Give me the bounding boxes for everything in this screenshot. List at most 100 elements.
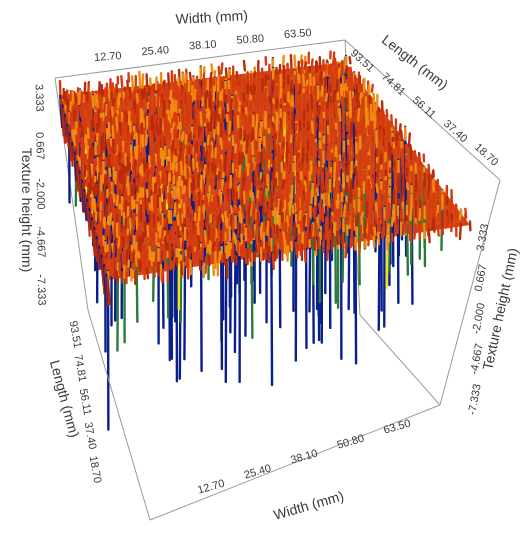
surface-strand (414, 223, 418, 233)
surface-strand (206, 122, 210, 133)
surface-strand (226, 95, 230, 106)
surface-strand (390, 216, 394, 227)
surface-strand (243, 172, 247, 187)
surface-strand (315, 222, 319, 238)
surface-strand (418, 207, 422, 222)
surface-strand (164, 88, 168, 99)
surface-strand (133, 159, 137, 169)
surface-strand (141, 197, 145, 208)
surface-strand (228, 188, 232, 207)
surface-strand (290, 240, 294, 252)
surface-strand (136, 192, 140, 202)
surface-strand (298, 210, 302, 222)
surface-strand (248, 165, 252, 183)
surface-strand (149, 142, 153, 159)
surface-strand (335, 79, 339, 95)
surface-strand (293, 132, 298, 149)
surface-strand (232, 116, 236, 131)
surface-strand (184, 256, 188, 266)
surface-strand (407, 132, 412, 148)
surface-strand (154, 153, 158, 167)
surface-strand (282, 117, 286, 130)
surface-strand (241, 207, 245, 219)
surface-strand (292, 225, 296, 240)
surface-strand (349, 160, 354, 179)
surface-strand (170, 139, 175, 154)
surface-strand (197, 235, 201, 254)
surface-strand (313, 163, 317, 174)
surface-strand (121, 122, 125, 137)
surface-strand (345, 65, 349, 75)
surface-strand (332, 89, 336, 104)
surface-strand (209, 72, 213, 89)
surface-strand (122, 202, 126, 213)
surface-strand (97, 221, 102, 240)
surface-strand (206, 213, 210, 231)
surface-strand (160, 93, 164, 105)
surface-strand (342, 204, 347, 219)
surface-strand (255, 197, 260, 209)
surface-strand (359, 84, 363, 94)
surface-strand (223, 133, 227, 149)
surface-strand (132, 212, 136, 231)
surface-strand (180, 260, 184, 276)
surface-strand (226, 103, 230, 112)
surface-strand (231, 187, 235, 201)
surface-strand (347, 213, 351, 311)
surface-strand (340, 59, 344, 78)
surface-strand (333, 162, 337, 180)
surface-strand (170, 198, 175, 210)
bottom-width-axis-title: Width (mm) (272, 488, 346, 523)
surface-strand (248, 181, 252, 191)
surface-strand (162, 217, 167, 229)
surface-strand (380, 100, 384, 114)
surface-strand (393, 167, 397, 185)
width-tick-label: 38.10 (289, 448, 319, 467)
surface-strand (354, 235, 358, 365)
surface-strand (147, 260, 151, 270)
surface-strand (221, 109, 225, 124)
surface-strand (312, 172, 316, 186)
surface-strand (281, 180, 285, 190)
surface-strand (367, 154, 371, 167)
surface-strand (371, 177, 375, 190)
surface-strand (146, 198, 150, 215)
surface-strand (324, 178, 328, 192)
surface-strand (242, 239, 246, 259)
surface-strand (324, 78, 328, 88)
surface-strand (221, 213, 225, 223)
texture-surface (58, 50, 472, 431)
surface-strand (320, 87, 324, 97)
surface-strand (370, 83, 374, 93)
surface-strand (170, 244, 174, 257)
surface-strand (107, 109, 111, 121)
surface-strand (91, 186, 96, 197)
surface-strand (206, 243, 210, 254)
surface-strand (88, 91, 92, 106)
surface-strand (373, 226, 377, 237)
surface-strand (165, 217, 169, 237)
surface-strand (350, 228, 354, 247)
surface-strand (107, 251, 111, 261)
surface-strand (127, 110, 131, 126)
surface-strand (158, 158, 162, 173)
surface-strand (414, 191, 418, 203)
surface-strand (230, 249, 234, 263)
height-tick-label: -4.667 (34, 226, 47, 258)
surface-strand (198, 78, 202, 88)
surface-strand (180, 84, 185, 94)
surface-strand (404, 144, 408, 156)
surface-strand (293, 202, 297, 212)
width-tick-label: 38.10 (189, 39, 217, 53)
surface-strand (238, 88, 242, 102)
surface-strand (91, 211, 95, 223)
surface-strand (185, 229, 189, 241)
surface-strand (154, 217, 158, 237)
surface-strand (122, 176, 126, 186)
surface-strand (124, 166, 128, 175)
surface-strand (110, 91, 114, 101)
surface-strand (338, 107, 342, 122)
surface-strand (367, 125, 371, 136)
surface-strand (338, 218, 342, 229)
surface-strand (190, 182, 194, 195)
